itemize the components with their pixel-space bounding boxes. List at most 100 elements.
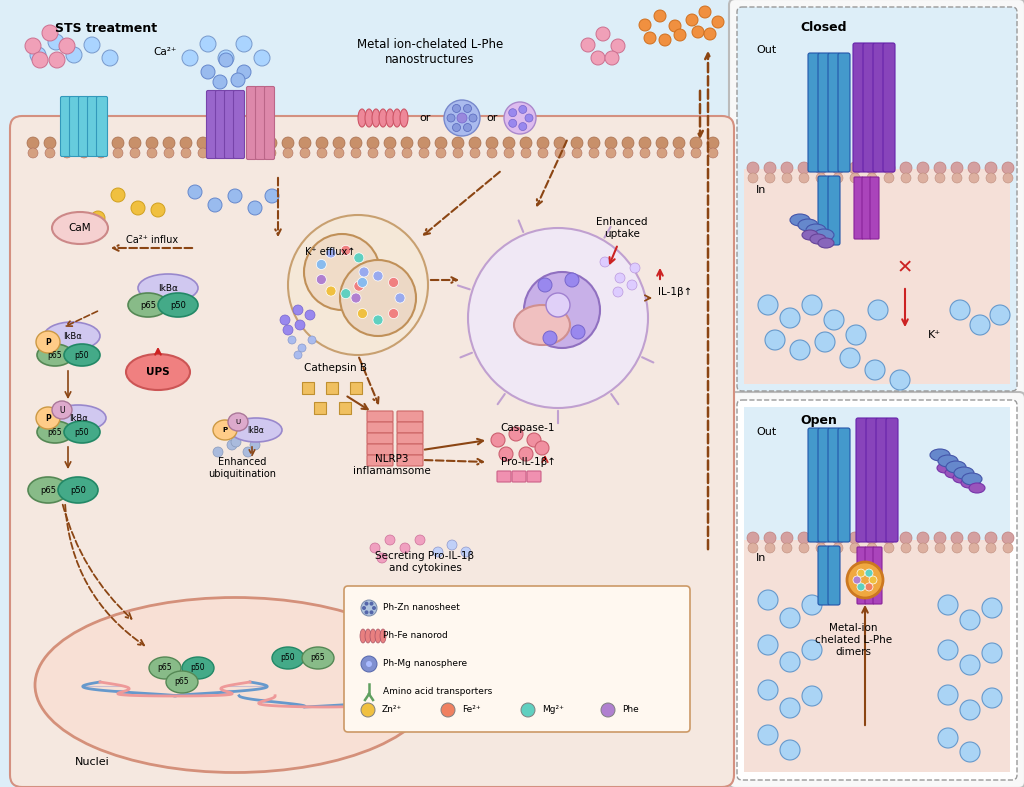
Circle shape bbox=[84, 37, 100, 53]
Circle shape bbox=[45, 148, 55, 158]
Circle shape bbox=[970, 315, 990, 335]
Circle shape bbox=[341, 246, 351, 255]
FancyBboxPatch shape bbox=[397, 422, 423, 433]
Circle shape bbox=[452, 137, 464, 149]
Circle shape bbox=[464, 105, 471, 113]
Circle shape bbox=[249, 148, 259, 158]
Circle shape bbox=[802, 295, 822, 315]
Circle shape bbox=[436, 148, 446, 158]
Circle shape bbox=[591, 51, 605, 65]
Ellipse shape bbox=[806, 224, 826, 236]
Ellipse shape bbox=[272, 647, 304, 669]
Ellipse shape bbox=[65, 344, 100, 366]
Circle shape bbox=[951, 162, 963, 174]
Circle shape bbox=[201, 65, 215, 79]
FancyBboxPatch shape bbox=[828, 546, 840, 605]
Circle shape bbox=[469, 137, 481, 149]
Text: UPS: UPS bbox=[146, 367, 170, 377]
Circle shape bbox=[365, 611, 369, 615]
Circle shape bbox=[200, 36, 216, 52]
Bar bbox=[744, 540, 1010, 772]
Text: Amino acid transporters: Amino acid transporters bbox=[383, 688, 493, 696]
Circle shape bbox=[362, 606, 366, 610]
Circle shape bbox=[228, 189, 242, 203]
Circle shape bbox=[802, 640, 822, 660]
Text: p65: p65 bbox=[48, 427, 62, 437]
Circle shape bbox=[453, 124, 461, 131]
Ellipse shape bbox=[953, 473, 969, 483]
Circle shape bbox=[918, 543, 928, 553]
Circle shape bbox=[42, 25, 58, 41]
Circle shape bbox=[361, 656, 377, 672]
Circle shape bbox=[690, 137, 702, 149]
FancyBboxPatch shape bbox=[863, 43, 874, 172]
FancyBboxPatch shape bbox=[344, 586, 690, 732]
Circle shape bbox=[377, 553, 387, 563]
Circle shape bbox=[961, 655, 980, 675]
Circle shape bbox=[865, 583, 873, 591]
Circle shape bbox=[457, 113, 467, 123]
FancyBboxPatch shape bbox=[367, 422, 393, 433]
Circle shape bbox=[950, 300, 970, 320]
Circle shape bbox=[869, 576, 877, 584]
Text: Ca²⁺: Ca²⁺ bbox=[154, 47, 177, 57]
Circle shape bbox=[961, 742, 980, 762]
Text: Open: Open bbox=[800, 413, 837, 427]
FancyBboxPatch shape bbox=[367, 411, 393, 422]
Circle shape bbox=[764, 162, 776, 174]
Circle shape bbox=[816, 173, 826, 183]
Text: P: P bbox=[222, 427, 227, 433]
Circle shape bbox=[521, 148, 531, 158]
Circle shape bbox=[250, 440, 260, 450]
Text: p65: p65 bbox=[158, 663, 172, 673]
Circle shape bbox=[867, 543, 877, 553]
Circle shape bbox=[900, 162, 912, 174]
Ellipse shape bbox=[37, 421, 73, 443]
Ellipse shape bbox=[150, 657, 181, 679]
Ellipse shape bbox=[814, 229, 834, 241]
Ellipse shape bbox=[962, 473, 982, 485]
Circle shape bbox=[686, 14, 698, 26]
Text: IkBα: IkBα bbox=[69, 413, 87, 423]
Circle shape bbox=[883, 162, 895, 174]
Circle shape bbox=[447, 114, 455, 122]
Circle shape bbox=[623, 148, 633, 158]
Circle shape bbox=[254, 50, 270, 66]
Circle shape bbox=[758, 680, 778, 700]
Ellipse shape bbox=[938, 455, 958, 467]
Circle shape bbox=[985, 532, 997, 544]
Circle shape bbox=[952, 173, 962, 183]
Text: In: In bbox=[756, 553, 766, 563]
Circle shape bbox=[308, 336, 316, 344]
Circle shape bbox=[758, 635, 778, 655]
Circle shape bbox=[630, 263, 640, 273]
Circle shape bbox=[867, 173, 877, 183]
Circle shape bbox=[833, 543, 843, 553]
Circle shape bbox=[961, 610, 980, 630]
Ellipse shape bbox=[961, 478, 977, 488]
Ellipse shape bbox=[65, 421, 100, 443]
Ellipse shape bbox=[158, 293, 198, 317]
Circle shape bbox=[519, 447, 534, 461]
Circle shape bbox=[748, 543, 758, 553]
Ellipse shape bbox=[380, 629, 386, 643]
Circle shape bbox=[952, 543, 962, 553]
Circle shape bbox=[213, 75, 227, 89]
Text: Ca²⁺ influx: Ca²⁺ influx bbox=[126, 235, 178, 245]
FancyBboxPatch shape bbox=[838, 428, 850, 542]
Ellipse shape bbox=[50, 405, 106, 431]
Text: p65: p65 bbox=[310, 653, 326, 663]
Ellipse shape bbox=[58, 477, 98, 503]
Circle shape bbox=[847, 562, 883, 598]
Ellipse shape bbox=[514, 305, 570, 345]
Circle shape bbox=[656, 137, 668, 149]
Circle shape bbox=[288, 215, 428, 355]
Circle shape bbox=[146, 137, 158, 149]
Circle shape bbox=[215, 148, 225, 158]
Circle shape bbox=[1002, 532, 1014, 544]
Text: Nuclei: Nuclei bbox=[75, 757, 110, 767]
Ellipse shape bbox=[128, 293, 168, 317]
Circle shape bbox=[317, 148, 327, 158]
Circle shape bbox=[96, 148, 106, 158]
Circle shape bbox=[781, 162, 793, 174]
